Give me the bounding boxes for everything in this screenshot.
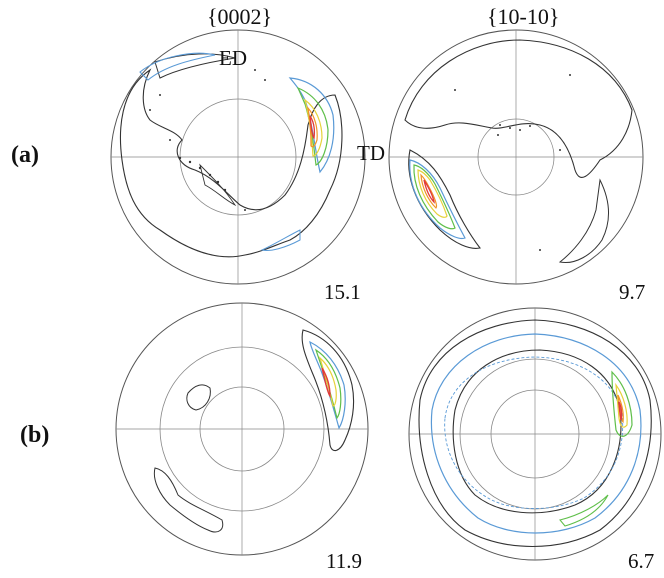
max-value-b-0002: 11.9 <box>326 549 362 573</box>
contour-outline <box>558 178 610 264</box>
pole-figure-b-1010 <box>408 307 662 561</box>
scatter-dots <box>149 69 266 211</box>
contour-blue <box>139 52 216 81</box>
max-value-a-0002: 15.1 <box>324 280 361 304</box>
contour-blue <box>430 333 642 534</box>
contour-yellow <box>615 382 628 428</box>
contour-outline <box>153 467 224 533</box>
contour-outline <box>154 53 236 79</box>
contour-red <box>309 115 316 140</box>
contour-red <box>618 401 623 421</box>
contour-red <box>423 179 435 204</box>
ed-axis-label: ED <box>219 46 247 70</box>
contour-red <box>321 367 331 399</box>
contour-blue <box>260 229 301 251</box>
contour-green <box>413 164 456 230</box>
contour-orange <box>420 173 438 209</box>
contour-outline <box>404 39 633 178</box>
row-label-a: (a) <box>11 142 39 168</box>
contour-outline <box>186 384 211 411</box>
contour-orange <box>307 106 318 148</box>
pole-figure-a-0002 <box>110 29 366 285</box>
contour-green <box>611 370 633 437</box>
max-value-a-10-10: 9.7 <box>619 280 646 304</box>
pole-figure-b-0002 <box>115 302 369 556</box>
contour-blue <box>309 340 346 430</box>
contour-yellow <box>417 169 448 218</box>
contour-outline <box>301 329 355 452</box>
column-title-10-10: {10-10} <box>487 4 560 29</box>
pole-figure-a-1010 <box>388 29 644 285</box>
contour-green <box>559 494 609 527</box>
contour-outline <box>418 319 652 547</box>
contour-outline <box>408 149 481 249</box>
contour-blue <box>409 159 466 240</box>
td-axis-label: TD <box>357 141 385 165</box>
max-value-b-10-10: 6.7 <box>628 549 655 573</box>
contour-blue <box>444 356 624 509</box>
column-title-0002: {0002} <box>207 4 273 29</box>
contour-blue <box>288 77 335 174</box>
contour-outline <box>199 163 237 207</box>
contour-yellow <box>318 356 337 407</box>
contour-outline <box>452 349 622 514</box>
scatter-dots <box>454 74 571 251</box>
row-label-b: (b) <box>20 422 50 448</box>
contour-outline <box>119 68 343 258</box>
